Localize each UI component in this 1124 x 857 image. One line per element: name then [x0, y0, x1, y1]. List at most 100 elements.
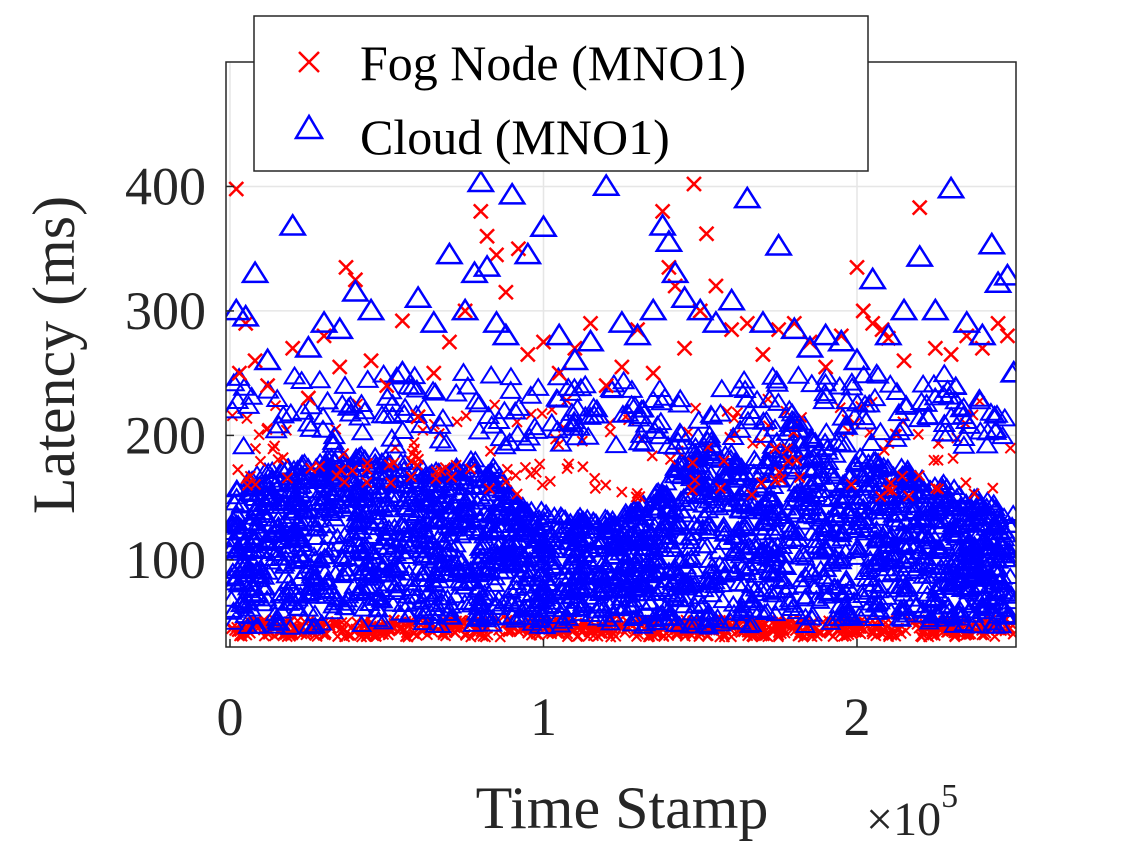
cloud-point: [335, 559, 357, 577]
cloud-point: [640, 521, 662, 539]
cloud-point: [893, 536, 915, 554]
cloud-point: [955, 492, 977, 510]
cloud-point: [322, 596, 344, 614]
cloud-point: [269, 584, 292, 602]
cloud-point: [1002, 504, 1016, 521]
cloud-point: [379, 500, 402, 518]
cloud-point: [246, 542, 269, 559]
x-tick-label: 0: [217, 687, 244, 747]
legend-label-cloud: Cloud (MNO1): [360, 109, 670, 165]
y-tick-label: 200: [125, 405, 206, 465]
cloud-point: [756, 601, 778, 619]
cloud-point: [937, 596, 959, 614]
cloud-point: [305, 528, 327, 545]
cloud-point: [493, 608, 515, 626]
cloud-point: [903, 589, 925, 607]
cloud-point: [824, 467, 846, 485]
cloud-point: [444, 586, 466, 604]
cloud-point: [749, 518, 772, 536]
cloud-point: [627, 556, 649, 574]
y-tick-label: 400: [125, 156, 206, 216]
cloud-point: [591, 568, 613, 585]
fog-point: [399, 630, 412, 643]
fog-point: [725, 631, 738, 643]
cloud-point: [505, 579, 528, 596]
cloud-point: [281, 507, 303, 525]
cloud-point: [682, 441, 704, 459]
cloud-point: [462, 477, 484, 495]
cloud-point: [281, 503, 303, 521]
fog-point: [494, 631, 506, 643]
cloud-point: [526, 517, 548, 534]
cloud-point: [229, 595, 252, 613]
cloud-point: [712, 591, 734, 609]
cloud-point: [727, 574, 749, 592]
x-axis-multiplier: ×105: [866, 778, 958, 846]
cloud-point: [723, 603, 745, 621]
cloud-point: [869, 592, 891, 610]
cloud-point: [730, 612, 752, 630]
cloud-point: [445, 535, 467, 553]
cloud-point: [982, 593, 1004, 611]
fog-point: [657, 629, 670, 642]
cloud-point: [997, 584, 1016, 602]
cloud-point: [264, 544, 287, 562]
cloud-point: [920, 594, 942, 612]
cloud-point: [264, 604, 286, 622]
x-axis-multiplier-exponent: 5: [941, 778, 958, 815]
cloud-point: [265, 609, 287, 627]
cloud-point: [482, 608, 504, 626]
fog-point: [350, 623, 362, 635]
cloud-point: [713, 556, 736, 574]
cloud-point: [667, 512, 689, 530]
legend-label-fog: Fog Node (MNO1): [360, 35, 746, 91]
fog-point: [870, 630, 882, 642]
cloud-point: [794, 607, 817, 625]
cloud-point: [562, 548, 584, 566]
fog-point: [760, 629, 772, 641]
cloud-point: [466, 492, 488, 510]
fog-point: [892, 624, 905, 636]
y-axis-label: Latency (ms): [21, 196, 87, 514]
cloud-point: [675, 578, 697, 596]
cloud-point: [657, 582, 679, 600]
cloud-point: [779, 515, 801, 533]
y-tick-label: 100: [125, 530, 206, 590]
cloud-point: [845, 454, 867, 472]
cloud-point: [1001, 516, 1016, 533]
cloud-point: [568, 604, 591, 622]
cloud-point: [348, 484, 370, 502]
cloud-point: [409, 541, 431, 559]
cloud-point: [557, 527, 580, 545]
fog-point: [877, 623, 890, 636]
fog-point: [561, 627, 574, 640]
cloud-point: [473, 583, 496, 601]
cloud-point: [333, 566, 355, 584]
cloud-point: [372, 612, 394, 630]
cloud-point: [434, 516, 456, 534]
cloud-point: [794, 587, 816, 605]
cloud-point: [280, 578, 302, 595]
fog-point: [336, 621, 348, 633]
cloud-point: [351, 522, 373, 540]
cloud-point: [310, 550, 332, 568]
cloud-point: [693, 506, 715, 524]
cloud-point: [429, 526, 451, 543]
fog-point: [477, 630, 489, 642]
cloud-point: [622, 609, 644, 627]
fog-point: [384, 624, 396, 637]
cloud-point: [572, 510, 594, 527]
cloud-point: [696, 536, 718, 554]
cloud-point: [801, 608, 823, 626]
cloud-point: [783, 595, 805, 613]
x-axis-multiplier-base: ×10: [866, 793, 941, 846]
cloud-point: [745, 537, 767, 555]
x-tick-label: 1: [530, 687, 557, 747]
cloud-point: [398, 563, 420, 581]
fog-point: [591, 625, 603, 637]
cloud-point: [269, 473, 291, 491]
cloud-point: [802, 604, 824, 622]
cloud-point: [521, 584, 543, 601]
cloud-point: [889, 608, 911, 626]
